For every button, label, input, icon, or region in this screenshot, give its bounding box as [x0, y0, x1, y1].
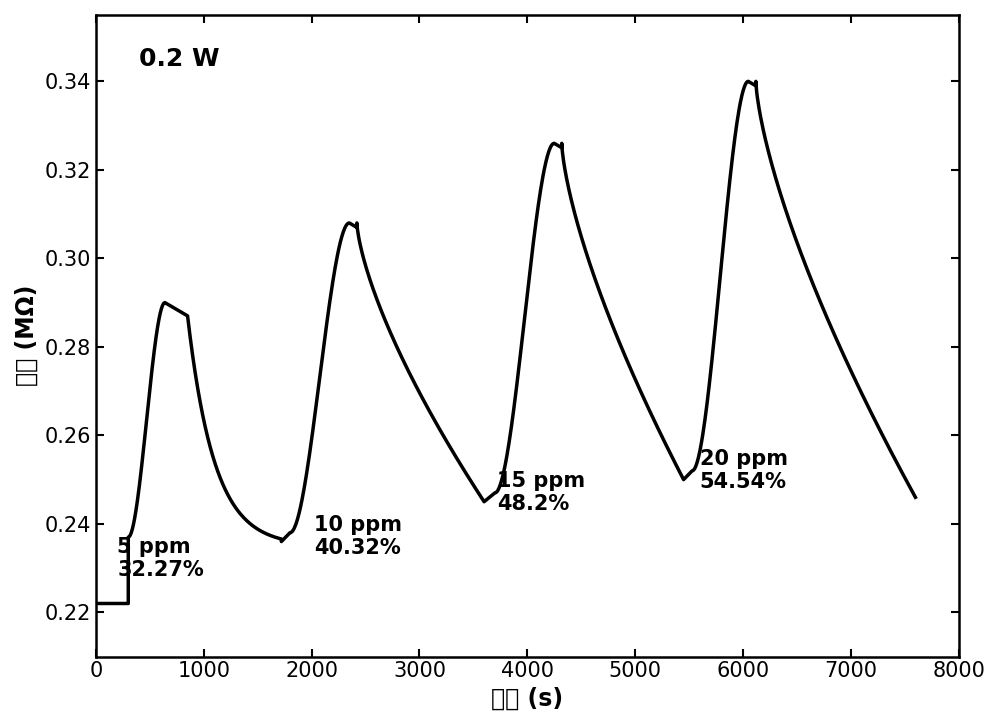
Text: 10 ppm
40.32%: 10 ppm 40.32% [314, 515, 402, 558]
Text: 0.2 W: 0.2 W [139, 47, 220, 71]
Text: 15 ppm
48.2%: 15 ppm 48.2% [497, 470, 585, 514]
X-axis label: 时间 (s): 时间 (s) [491, 687, 563, 711]
Y-axis label: 电阵 (MΩ): 电阵 (MΩ) [15, 285, 39, 386]
Text: 5 ppm
32.27%: 5 ppm 32.27% [117, 537, 204, 580]
Text: 20 ppm
54.54%: 20 ppm 54.54% [700, 449, 788, 492]
